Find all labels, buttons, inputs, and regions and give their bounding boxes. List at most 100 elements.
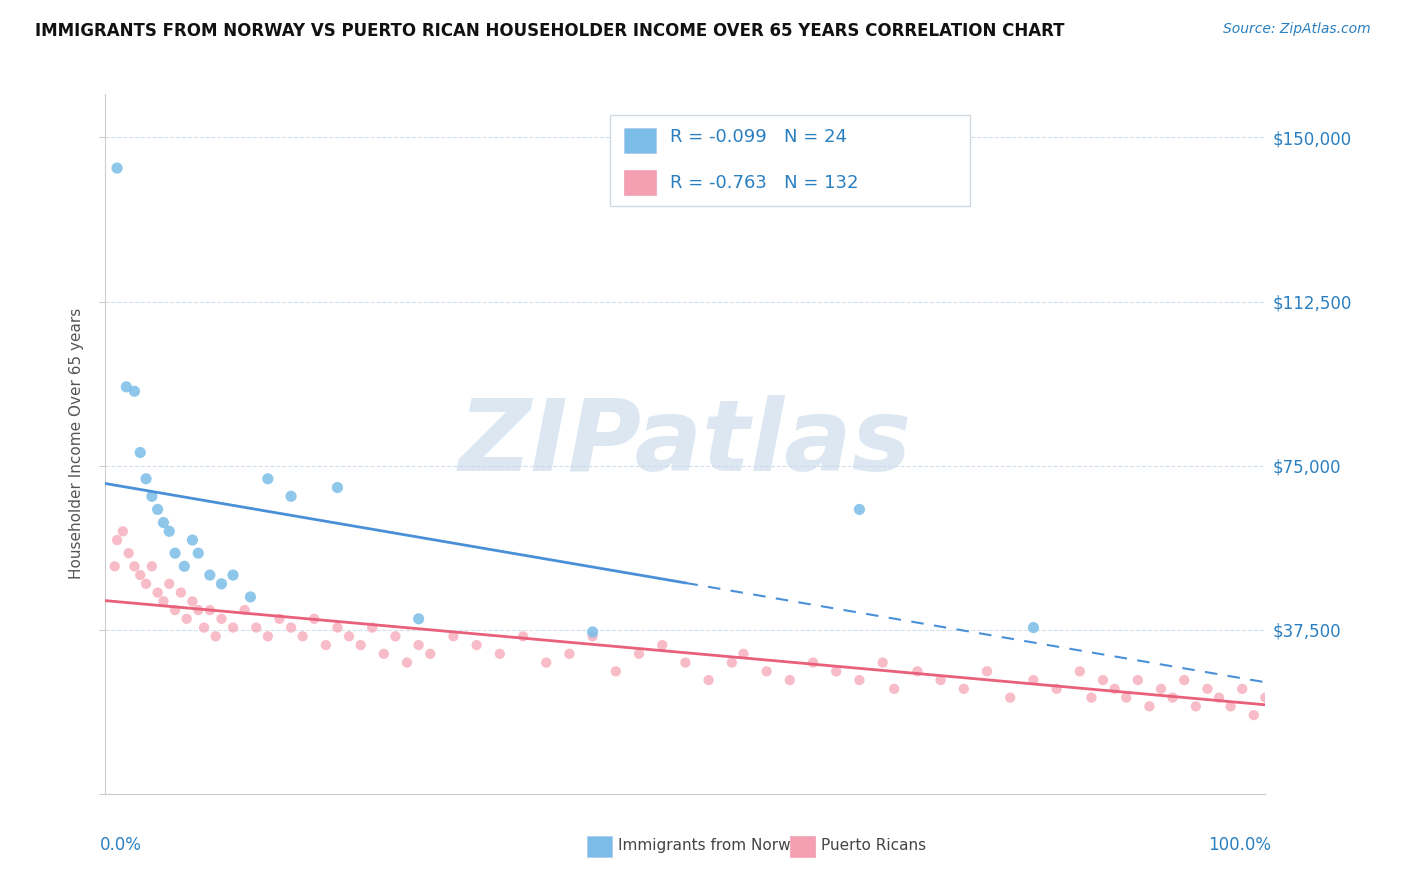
Point	[697, 673, 720, 687]
Point	[105, 161, 128, 175]
Point	[419, 647, 441, 661]
Text: Puerto Ricans: Puerto Ricans	[821, 838, 927, 853]
Bar	[586, 836, 613, 857]
Point	[1393, 717, 1406, 731]
Point	[465, 638, 488, 652]
Point	[1301, 708, 1323, 723]
Point	[1080, 690, 1102, 705]
Point	[1150, 681, 1173, 696]
Text: IMMIGRANTS FROM NORWAY VS PUERTO RICAN HOUSEHOLDER INCOME OVER 65 YEARS CORRELAT: IMMIGRANTS FROM NORWAY VS PUERTO RICAN H…	[35, 22, 1064, 40]
Point	[193, 621, 215, 635]
Point	[396, 656, 419, 670]
Point	[1022, 673, 1045, 687]
Point	[441, 629, 464, 643]
Point	[907, 665, 929, 679]
Point	[239, 590, 262, 604]
Point	[198, 568, 221, 582]
Point	[953, 681, 976, 696]
Text: 100.0%: 100.0%	[1208, 836, 1271, 854]
Point	[198, 603, 221, 617]
Point	[129, 568, 152, 582]
Point	[111, 524, 134, 539]
Point	[204, 629, 226, 643]
Text: Source: ZipAtlas.com: Source: ZipAtlas.com	[1223, 22, 1371, 37]
Point	[1000, 690, 1022, 705]
Point	[384, 629, 406, 643]
Point	[408, 612, 430, 626]
Point	[1312, 699, 1334, 714]
Y-axis label: Householder Income Over 65 years: Householder Income Over 65 years	[69, 308, 84, 580]
Text: 0.0%: 0.0%	[100, 836, 142, 854]
Point	[1197, 681, 1219, 696]
Point	[245, 621, 267, 635]
Point	[512, 629, 534, 643]
Point	[222, 568, 245, 582]
Point	[1265, 708, 1288, 723]
Point	[1254, 690, 1277, 705]
Point	[1347, 699, 1369, 714]
Point	[1115, 690, 1137, 705]
Text: R = -0.763   N = 132: R = -0.763 N = 132	[671, 174, 859, 192]
Point	[146, 502, 169, 516]
Point	[1278, 690, 1301, 705]
Point	[124, 384, 146, 399]
Point	[1092, 673, 1115, 687]
Point	[1260, 699, 1282, 714]
Point	[558, 647, 581, 661]
Point	[157, 524, 180, 539]
Point	[233, 603, 256, 617]
Point	[721, 656, 744, 670]
Point	[291, 629, 314, 643]
Point	[165, 603, 187, 617]
Point	[1046, 681, 1069, 696]
Point	[104, 559, 127, 574]
Point	[326, 481, 349, 495]
Point	[651, 638, 673, 652]
Point	[105, 533, 128, 547]
Point	[129, 445, 152, 459]
Point	[1104, 681, 1126, 696]
Point	[315, 638, 337, 652]
Point	[181, 594, 204, 608]
Bar	[624, 128, 657, 153]
Point	[1382, 708, 1405, 723]
Point	[801, 656, 824, 670]
Point	[825, 665, 848, 679]
Point	[152, 594, 174, 608]
Point	[1069, 665, 1091, 679]
Point	[1358, 708, 1381, 723]
Point	[1161, 690, 1184, 705]
Point	[582, 624, 605, 639]
Bar	[610, 115, 970, 206]
Point	[489, 647, 512, 661]
Point	[124, 559, 146, 574]
Point	[755, 665, 778, 679]
Point	[141, 489, 163, 503]
Point	[349, 638, 371, 652]
Point	[373, 647, 395, 661]
Point	[582, 629, 605, 643]
Point	[605, 665, 627, 679]
Point	[181, 533, 204, 547]
Point	[211, 577, 233, 591]
Point	[337, 629, 360, 643]
Point	[211, 612, 233, 626]
Point	[257, 472, 280, 486]
Point	[118, 546, 141, 560]
Point	[165, 546, 187, 560]
Point	[848, 673, 870, 687]
Point	[534, 656, 557, 670]
Point	[1219, 699, 1241, 714]
Point	[146, 585, 169, 599]
Point	[1173, 673, 1195, 687]
Point	[848, 502, 870, 516]
Point	[1022, 621, 1045, 635]
Point	[408, 638, 430, 652]
Point	[176, 612, 198, 626]
Point	[170, 585, 193, 599]
Point	[929, 673, 952, 687]
Point	[173, 559, 195, 574]
Point	[1126, 673, 1149, 687]
Point	[135, 472, 157, 486]
Point	[257, 629, 280, 643]
